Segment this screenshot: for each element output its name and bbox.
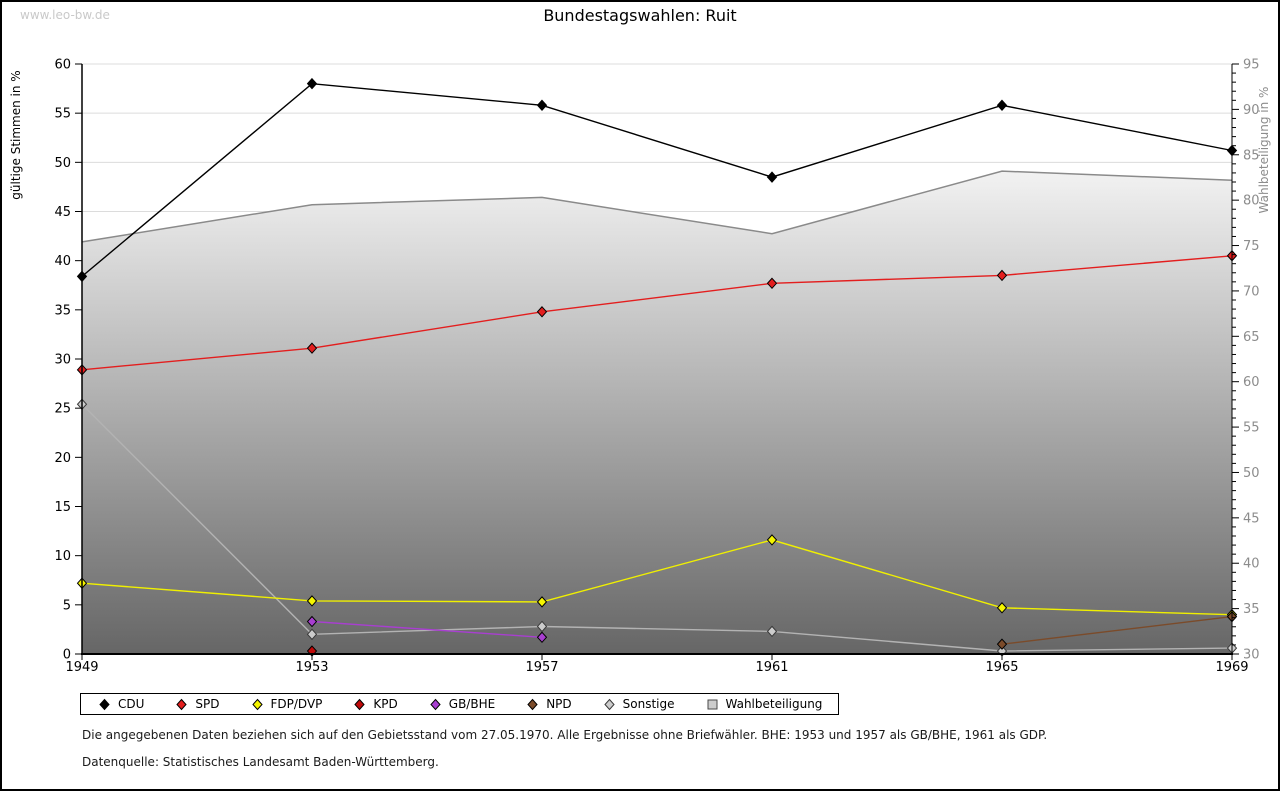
svg-text:1961: 1961: [755, 660, 788, 675]
square-marker-icon: [707, 699, 717, 709]
svg-text:0: 0: [63, 648, 71, 663]
svg-text:60: 60: [1243, 375, 1260, 390]
svg-text:50: 50: [54, 156, 71, 171]
data-point-fdp-dvp-1961: [766, 534, 778, 546]
svg-text:10: 10: [54, 549, 71, 564]
series-fdp-dvp: [76, 534, 1238, 621]
diamond-marker-icon: [527, 698, 538, 710]
data-point-gb-bhe-1953: [306, 615, 318, 628]
legend-label: KPD: [373, 697, 398, 711]
legend-item-kpd: KPD: [352, 697, 398, 712]
svg-text:1953: 1953: [295, 660, 328, 675]
svg-text:85: 85: [1243, 148, 1260, 163]
svg-text:55: 55: [54, 107, 71, 122]
svg-text:1957: 1957: [525, 660, 558, 675]
data-point-spd-1957: [536, 306, 548, 318]
data-point-gb-bhe-1957: [536, 631, 548, 644]
svg-text:5: 5: [63, 598, 71, 613]
legend: CDU SPD FDP/DVP KPD GB/BHE NPD Sonstige Wahlbet…: [80, 693, 840, 715]
svg-text:35: 35: [54, 303, 71, 318]
svg-text:1949: 1949: [65, 660, 98, 675]
data-point-spd-1965: [996, 269, 1008, 282]
svg-text:70: 70: [1243, 284, 1260, 299]
diamond-marker-icon: [354, 698, 366, 710]
svg-text:80: 80: [1243, 194, 1260, 209]
svg-text:30: 30: [1243, 648, 1260, 663]
data-point-fdp-dvp-1957: [536, 596, 548, 608]
legend-label: GB/BHE: [448, 697, 496, 711]
data-point-cdu-1961: [766, 171, 778, 183]
legend-item-spd: SPD: [174, 697, 220, 712]
legend-label: NPD: [546, 697, 572, 711]
left-axis-title: gültige Stimmen in %: [9, 70, 23, 199]
svg-text:40: 40: [1243, 557, 1260, 572]
legend-label: Sonstige: [622, 697, 675, 711]
diamond-marker-icon: [603, 698, 615, 710]
svg-text:95: 95: [1243, 58, 1260, 73]
legend-label: SPD: [195, 697, 220, 711]
footnotes: Die angegebenen Daten beziehen sich auf …: [82, 728, 1232, 782]
participation-line: [81, 170, 1233, 243]
series-cdu: [76, 77, 1238, 283]
svg-text:90: 90: [1243, 103, 1260, 118]
legend-item-gb-bhe: GB/BHE: [428, 697, 495, 712]
series-gb-bhe: [306, 615, 548, 644]
watermark: www.leo-bw.de: [20, 8, 110, 22]
data-point-fdp-dvp-1953: [306, 595, 318, 607]
diamond-marker-icon: [176, 698, 188, 710]
svg-text:50: 50: [1243, 466, 1260, 481]
legend-item-sonstige: Sonstige: [602, 697, 675, 712]
legend-item-wahlbeteiligung: Wahlbeteiligung: [705, 697, 823, 712]
legend-item-fdp-dvp: FDP/DVP: [250, 697, 323, 712]
data-point-npd-1965: [996, 638, 1008, 650]
data-point-spd-1961: [766, 277, 778, 290]
svg-text:65: 65: [1243, 330, 1260, 345]
svg-text:1965: 1965: [985, 660, 1018, 675]
election-chart: 0 5 10 15 20 25 30 35 40 45 50 55 60 30 35 40 45 50 55 60 65…: [9, 58, 1271, 676]
svg-text:45: 45: [54, 205, 71, 220]
svg-text:30: 30: [54, 353, 71, 368]
diamond-marker-icon: [430, 698, 441, 710]
data-point-cdu-1965: [996, 99, 1008, 112]
diamond-marker-icon: [99, 698, 110, 710]
diamond-marker-icon: [251, 698, 263, 710]
right-axis-title: Wahlbeteiligung in %: [1257, 87, 1271, 214]
legend-label: FDP/DVP: [270, 697, 323, 711]
svg-text:20: 20: [54, 451, 71, 466]
chart-title: Bundestagswahlen: Ruit: [543, 6, 737, 25]
data-point-sonstige-1961: [766, 625, 778, 638]
data-point-sonstige-1957: [536, 620, 548, 633]
svg-text:55: 55: [1243, 421, 1260, 436]
data-point-spd-1953: [306, 342, 318, 354]
legend-item-cdu: CDU: [97, 697, 144, 712]
data-point-fdp-dvp-1965: [996, 602, 1008, 614]
svg-text:15: 15: [54, 500, 71, 515]
svg-text:40: 40: [54, 254, 71, 269]
legend-label: CDU: [118, 697, 145, 711]
svg-text:1969: 1969: [1215, 660, 1248, 675]
svg-text:35: 35: [1243, 602, 1260, 617]
footnote-gebietsstand: Die angegebenen Daten beziehen sich auf …: [82, 728, 1048, 742]
data-point-sonstige-1953: [306, 628, 318, 641]
legend-item-npd: NPD: [525, 697, 572, 712]
data-point-cdu-1953: [306, 77, 318, 90]
legend-label: Wahlbeteiligung: [725, 697, 823, 711]
svg-text:75: 75: [1243, 239, 1260, 254]
participation-area: [82, 171, 1232, 654]
data-point-cdu-1957: [536, 99, 548, 112]
svg-text:45: 45: [1243, 511, 1260, 526]
svg-text:25: 25: [54, 402, 71, 417]
footnote-datenquelle: Datenquelle: Statistisches Landesamt Bad…: [82, 755, 439, 769]
axes: 0 5 10 15 20 25 30 35 40 45 50 55 60 30 35 40 45 50 55 60 65…: [54, 58, 1259, 676]
svg-text:60: 60: [54, 58, 71, 73]
